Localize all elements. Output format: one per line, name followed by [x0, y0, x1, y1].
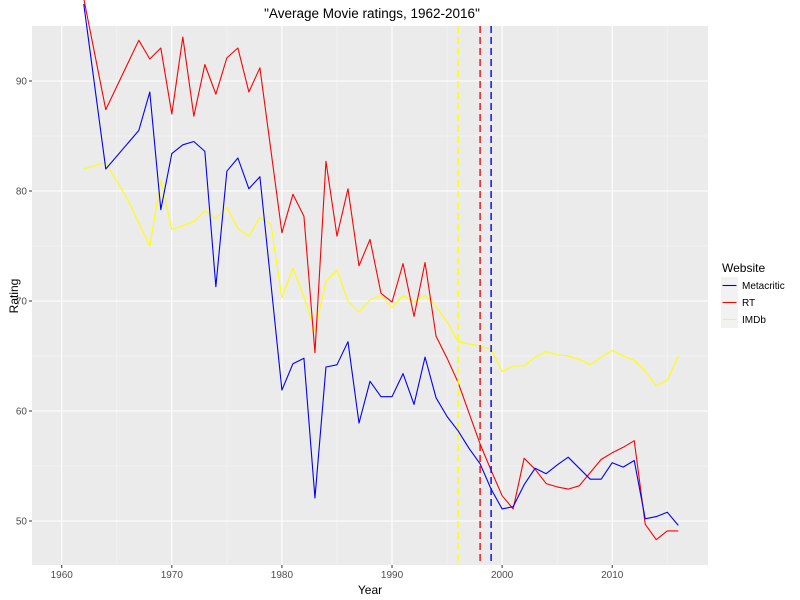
legend-label-rt: RT: [742, 298, 755, 309]
y-axis-title: Rating: [7, 279, 21, 314]
x-tick-label: 1970: [161, 570, 184, 581]
y-tick-label: 90: [16, 77, 28, 88]
plot-panel: [32, 26, 708, 565]
x-tick-label: 1960: [51, 570, 74, 581]
y-tick-label: 80: [16, 187, 28, 198]
y-tick-label: 50: [16, 517, 28, 528]
x-axis-title: Year: [358, 583, 382, 597]
x-tick-label: 1980: [271, 570, 294, 581]
legend-title: Website: [722, 261, 765, 275]
y-tick-label: 70: [16, 297, 28, 308]
series-line-imdb: [83, 161, 679, 387]
reference-lines: [457, 26, 492, 565]
x-tick-label: 1990: [381, 570, 404, 581]
series-line-metacritic: [83, 3, 679, 526]
x-axis: 1960 1970 1980 1990 2000 2010: [51, 565, 624, 581]
legend-label-metacritic: Metacritic: [742, 281, 785, 292]
series-line-rt: [83, 0, 679, 541]
legend-label-imdb: IMDb: [742, 315, 766, 326]
legend: Website Metacritic RT IMDb: [721, 261, 785, 328]
legend-items: Metacritic RT IMDb: [721, 277, 785, 328]
x-tick-label: 2000: [491, 570, 514, 581]
chart-title: "Average Movie ratings, 1962-2016": [264, 6, 480, 21]
series-layer: [83, 0, 679, 541]
y-tick-label: 60: [16, 407, 28, 418]
y-axis: 50 60 70 80 90: [16, 77, 32, 528]
x-tick-label: 2010: [601, 570, 624, 581]
